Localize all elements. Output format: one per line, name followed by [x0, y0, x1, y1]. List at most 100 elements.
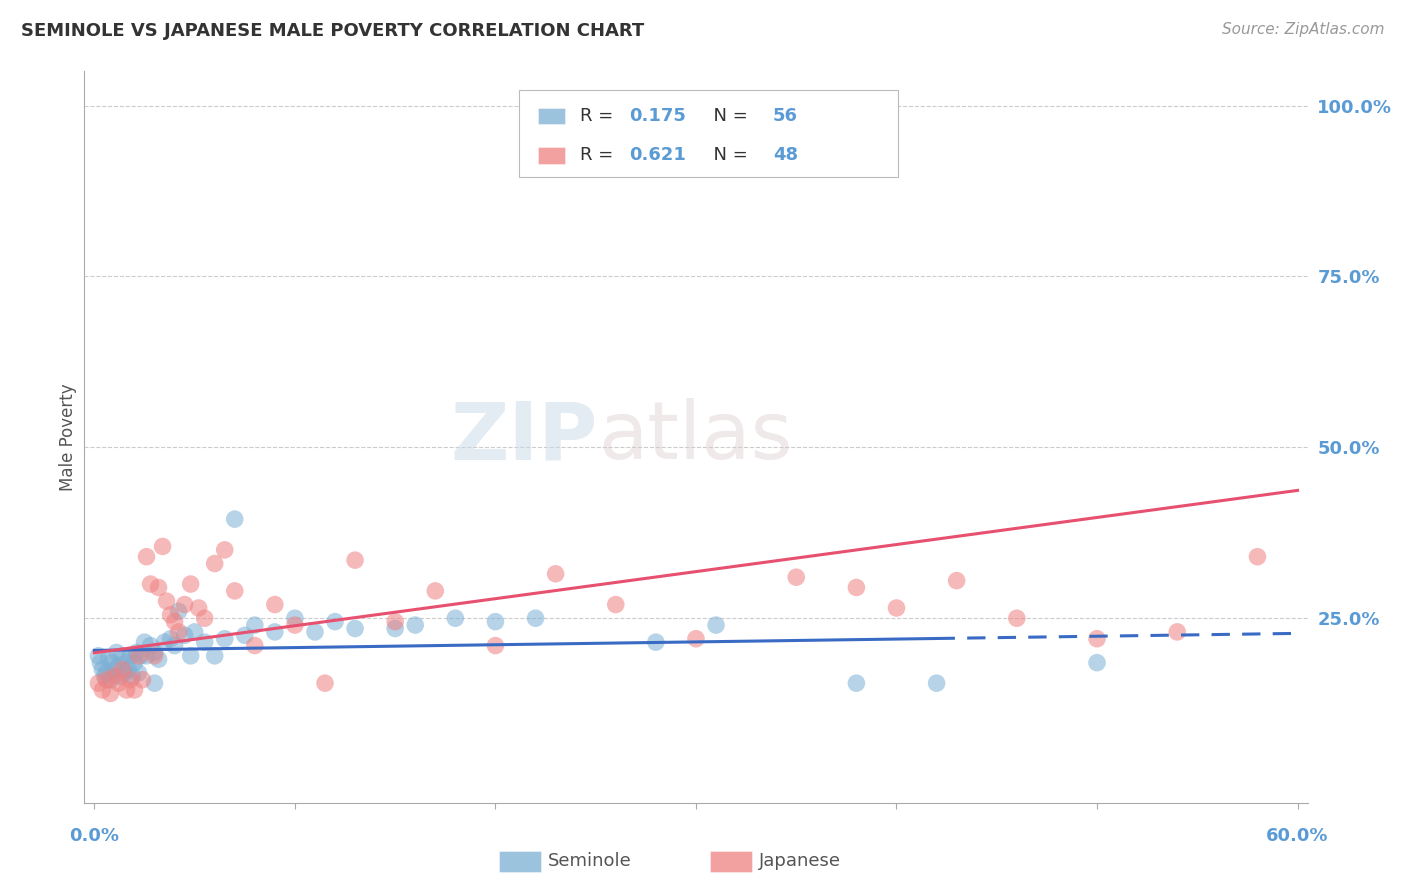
- Point: [128, 648, 150, 663]
- Point: [91, 683, 114, 698]
- Point: [111, 663, 134, 677]
- Point: [284, 611, 307, 625]
- Point: [183, 624, 205, 639]
- Point: [159, 607, 181, 622]
- Point: [344, 622, 367, 636]
- Point: [87, 648, 110, 663]
- Point: [1005, 611, 1028, 625]
- Point: [323, 615, 346, 629]
- Point: [100, 686, 122, 700]
- FancyBboxPatch shape: [538, 108, 565, 124]
- Point: [384, 622, 406, 636]
- Text: atlas: atlas: [598, 398, 793, 476]
- Point: [143, 676, 166, 690]
- Point: [243, 639, 266, 653]
- Point: [143, 645, 166, 659]
- Point: [180, 577, 202, 591]
- Text: SEMINOLE VS JAPANESE MALE POVERTY CORRELATION CHART: SEMINOLE VS JAPANESE MALE POVERTY CORREL…: [21, 22, 644, 40]
- Point: [120, 673, 142, 687]
- Point: [121, 669, 143, 683]
- Point: [243, 618, 266, 632]
- Point: [97, 652, 120, 666]
- Point: [115, 656, 138, 670]
- Text: ZIP: ZIP: [451, 398, 598, 476]
- Point: [128, 665, 150, 680]
- Point: [1085, 656, 1108, 670]
- Text: 0.621: 0.621: [628, 146, 686, 164]
- Point: [111, 648, 134, 663]
- Point: [484, 615, 506, 629]
- FancyBboxPatch shape: [519, 90, 898, 178]
- Point: [173, 628, 195, 642]
- Point: [125, 645, 148, 659]
- Point: [444, 611, 467, 625]
- Point: [544, 566, 567, 581]
- Point: [605, 598, 627, 612]
- Point: [224, 512, 246, 526]
- Text: R =: R =: [579, 107, 619, 125]
- Point: [134, 635, 156, 649]
- Point: [204, 648, 226, 663]
- Point: [143, 648, 166, 663]
- Point: [263, 598, 285, 612]
- Point: [214, 632, 236, 646]
- Point: [100, 673, 122, 687]
- Point: [120, 648, 142, 663]
- Point: [845, 581, 868, 595]
- Point: [115, 683, 138, 698]
- Text: 0.0%: 0.0%: [69, 827, 120, 845]
- Point: [163, 615, 186, 629]
- Text: 0.175: 0.175: [628, 107, 686, 125]
- Point: [129, 648, 152, 663]
- Point: [153, 635, 176, 649]
- Point: [685, 632, 707, 646]
- Point: [135, 648, 157, 663]
- Point: [155, 594, 177, 608]
- Point: [117, 663, 139, 677]
- Point: [204, 557, 226, 571]
- Point: [644, 635, 666, 649]
- Point: [93, 669, 115, 683]
- Point: [152, 540, 174, 554]
- Point: [167, 624, 190, 639]
- Point: [101, 656, 124, 670]
- Point: [89, 656, 111, 670]
- Point: [139, 639, 162, 653]
- Point: [139, 577, 162, 591]
- Point: [148, 581, 170, 595]
- Point: [110, 669, 132, 683]
- Point: [180, 648, 202, 663]
- Point: [103, 669, 125, 683]
- Point: [103, 663, 125, 677]
- Point: [96, 673, 118, 687]
- Point: [114, 665, 136, 680]
- Point: [263, 624, 285, 639]
- Point: [87, 676, 110, 690]
- Point: [1166, 624, 1188, 639]
- Text: 60.0%: 60.0%: [1267, 827, 1329, 845]
- Point: [224, 583, 246, 598]
- Point: [167, 604, 190, 618]
- Text: Japanese: Japanese: [759, 852, 841, 870]
- Point: [194, 611, 217, 625]
- Point: [304, 624, 326, 639]
- Point: [107, 676, 129, 690]
- Point: [314, 676, 336, 690]
- Point: [704, 618, 727, 632]
- Point: [524, 611, 547, 625]
- Point: [1085, 632, 1108, 646]
- Point: [194, 635, 217, 649]
- Point: [484, 639, 506, 653]
- Point: [124, 656, 146, 670]
- Text: N =: N =: [702, 146, 754, 164]
- Point: [173, 598, 195, 612]
- Text: 56: 56: [773, 107, 799, 125]
- Point: [886, 601, 908, 615]
- Point: [945, 574, 967, 588]
- Point: [425, 583, 447, 598]
- Text: R =: R =: [579, 146, 619, 164]
- Point: [925, 676, 948, 690]
- Point: [344, 553, 367, 567]
- Text: N =: N =: [702, 107, 754, 125]
- Text: Source: ZipAtlas.com: Source: ZipAtlas.com: [1222, 22, 1385, 37]
